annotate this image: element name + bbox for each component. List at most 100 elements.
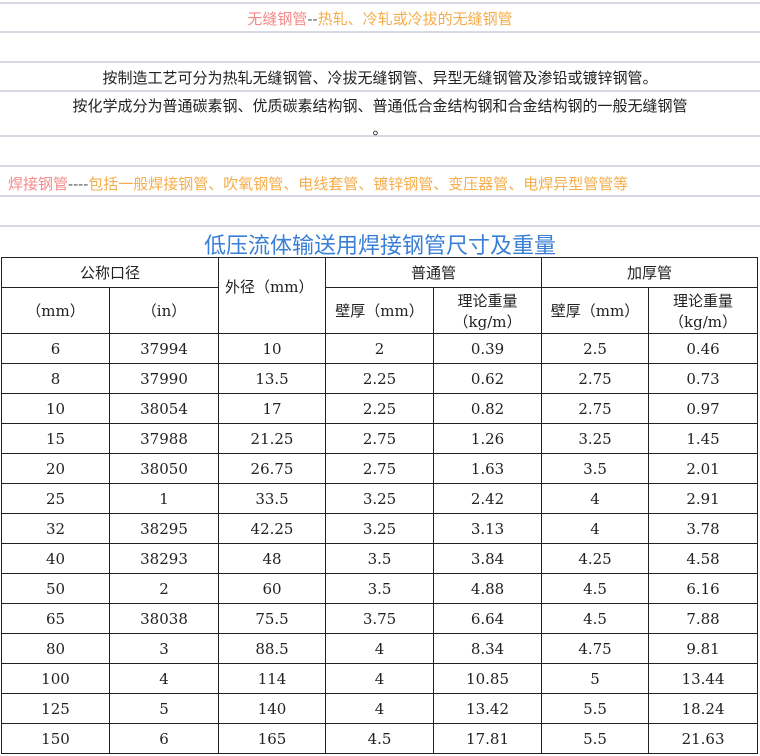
table-cell[interactable]: 88.5 xyxy=(218,633,327,664)
table-cell[interactable]: 4.75 xyxy=(541,633,650,664)
table-cell[interactable]: 125 xyxy=(1,693,110,724)
table-cell[interactable]: 42.25 xyxy=(218,513,327,544)
table-cell[interactable]: 38054 xyxy=(108,393,220,424)
table-cell[interactable]: 5.5 xyxy=(541,723,650,754)
table-cell[interactable]: 1.45 xyxy=(648,423,759,454)
table-cell[interactable]: 38293 xyxy=(108,543,220,574)
table-cell[interactable]: 150 xyxy=(1,723,110,754)
table-cell[interactable]: 7.88 xyxy=(648,603,759,634)
table-cell[interactable]: 10 xyxy=(218,333,327,364)
table-cell[interactable]: 2 xyxy=(108,573,220,604)
table-cell[interactable]: 6.16 xyxy=(648,573,759,604)
header-thick[interactable]: 加厚管 xyxy=(541,257,759,288)
table-cell[interactable]: 3.25 xyxy=(541,423,650,454)
table-cell[interactable]: 2.25 xyxy=(325,363,435,394)
header-wall-thick[interactable]: 壁厚（mm） xyxy=(541,287,650,334)
header-outer[interactable]: 外径（mm） xyxy=(218,257,327,334)
table-cell[interactable]: 38038 xyxy=(108,603,220,634)
table-cell[interactable]: 4 xyxy=(325,663,435,694)
table-cell[interactable]: 2.75 xyxy=(541,363,650,394)
header-weight-normal[interactable]: 理论重量 （kg/m） xyxy=(433,287,543,334)
table-cell[interactable]: 4 xyxy=(325,693,435,724)
table-cell[interactable]: 37990 xyxy=(108,363,220,394)
table-cell[interactable]: 165 xyxy=(218,723,327,754)
table-cell[interactable]: 0.39 xyxy=(433,333,543,364)
table-title[interactable]: 低压流体输送用焊接钢管尺寸及重量 xyxy=(203,234,556,259)
table-cell[interactable]: 10 xyxy=(1,393,110,424)
table-cell[interactable]: 5 xyxy=(541,663,650,694)
table-cell[interactable]: 100 xyxy=(1,663,110,694)
table-cell[interactable]: 3.13 xyxy=(433,513,543,544)
table-cell[interactable]: 26.75 xyxy=(218,453,327,484)
table-cell[interactable]: 3.5 xyxy=(325,573,435,604)
table-cell[interactable]: 8 xyxy=(1,363,110,394)
table-cell[interactable]: 13.44 xyxy=(648,663,759,694)
table-cell[interactable]: 2.75 xyxy=(325,453,435,484)
table-cell[interactable]: 21.63 xyxy=(648,723,759,754)
table-cell[interactable]: 3.75 xyxy=(325,603,435,634)
header-weight-thick[interactable]: 理论重量 （kg/m） xyxy=(648,287,759,334)
table-cell[interactable]: 2.5 xyxy=(541,333,650,364)
table-cell[interactable]: 4 xyxy=(541,513,650,544)
table-cell[interactable]: 37988 xyxy=(108,423,220,454)
table-cell[interactable]: 65 xyxy=(1,603,110,634)
table-cell[interactable]: 18.24 xyxy=(648,693,759,724)
table-cell[interactable]: 4.58 xyxy=(648,543,759,574)
table-cell[interactable]: 1 xyxy=(108,483,220,514)
intro-line2[interactable]: 按化学成分为普通碳素钢、优质碳素结构钢、普通低合金结构钢和合金结构钢的一般无缝钢… xyxy=(72,97,688,115)
table-cell[interactable]: 3.5 xyxy=(541,453,650,484)
table-cell[interactable]: 5 xyxy=(108,693,220,724)
table-cell[interactable]: 6 xyxy=(1,333,110,364)
header-in[interactable]: （in） xyxy=(108,287,220,334)
table-cell[interactable]: 13.5 xyxy=(218,363,327,394)
table-cell[interactable]: 4 xyxy=(108,663,220,694)
table-cell[interactable]: 25 xyxy=(1,483,110,514)
table-cell[interactable]: 75.5 xyxy=(218,603,327,634)
welded-heading[interactable]: 焊接钢管----包括一般焊接钢管、吹氧钢管、电线套管、镀锌钢管、变压器管、电焊异… xyxy=(8,173,760,194)
table-cell[interactable]: 21.25 xyxy=(218,423,327,454)
table-cell[interactable]: 1.63 xyxy=(433,453,543,484)
table-cell[interactable]: 2.42 xyxy=(433,483,543,514)
table-cell[interactable]: 2 xyxy=(325,333,435,364)
table-cell[interactable]: 50 xyxy=(1,573,110,604)
table-cell[interactable]: 2.75 xyxy=(541,393,650,424)
table-cell[interactable]: 13.42 xyxy=(433,693,543,724)
table-cell[interactable]: 37994 xyxy=(108,333,220,364)
table-cell[interactable]: 60 xyxy=(218,573,327,604)
table-cell[interactable]: 17.81 xyxy=(433,723,543,754)
table-cell[interactable]: 38050 xyxy=(108,453,220,484)
table-cell[interactable]: 4 xyxy=(541,483,650,514)
table-cell[interactable]: 4.25 xyxy=(541,543,650,574)
table-cell[interactable]: 33.5 xyxy=(218,483,327,514)
table-cell[interactable]: 0.62 xyxy=(433,363,543,394)
table-cell[interactable]: 80 xyxy=(1,633,110,664)
table-cell[interactable]: 4.5 xyxy=(325,723,435,754)
table-cell[interactable]: 40 xyxy=(1,543,110,574)
table-cell[interactable]: 0.46 xyxy=(648,333,759,364)
table-cell[interactable]: 140 xyxy=(218,693,327,724)
table-cell[interactable]: 8.34 xyxy=(433,633,543,664)
table-cell[interactable]: 0.82 xyxy=(433,393,543,424)
table-cell[interactable]: 4 xyxy=(325,633,435,664)
header-mm[interactable]: （mm） xyxy=(1,287,110,334)
header-normal[interactable]: 普通管 xyxy=(325,257,543,288)
table-cell[interactable]: 3.25 xyxy=(325,483,435,514)
table-cell[interactable]: 3.84 xyxy=(433,543,543,574)
table-cell[interactable]: 4.88 xyxy=(433,573,543,604)
table-cell[interactable]: 38295 xyxy=(108,513,220,544)
table-cell[interactable]: 2.91 xyxy=(648,483,759,514)
table-cell[interactable]: 2.75 xyxy=(325,423,435,454)
table-cell[interactable]: 3.5 xyxy=(325,543,435,574)
table-cell[interactable]: 6.64 xyxy=(433,603,543,634)
table-cell[interactable]: 10.85 xyxy=(433,663,543,694)
table-cell[interactable]: 48 xyxy=(218,543,327,574)
table-cell[interactable]: 1.26 xyxy=(433,423,543,454)
table-cell[interactable]: 2.01 xyxy=(648,453,759,484)
table-cell[interactable]: 3 xyxy=(108,633,220,664)
header-wall-normal[interactable]: 壁厚（mm） xyxy=(325,287,435,334)
table-cell[interactable]: 3.25 xyxy=(325,513,435,544)
table-cell[interactable]: 2.25 xyxy=(325,393,435,424)
table-cell[interactable]: 114 xyxy=(218,663,327,694)
seamless-heading[interactable]: 无缝钢管--热轧、冷轧或冷拔的无缝钢管 xyxy=(0,8,760,29)
header-nominal[interactable]: 公称口径 xyxy=(0,257,220,288)
